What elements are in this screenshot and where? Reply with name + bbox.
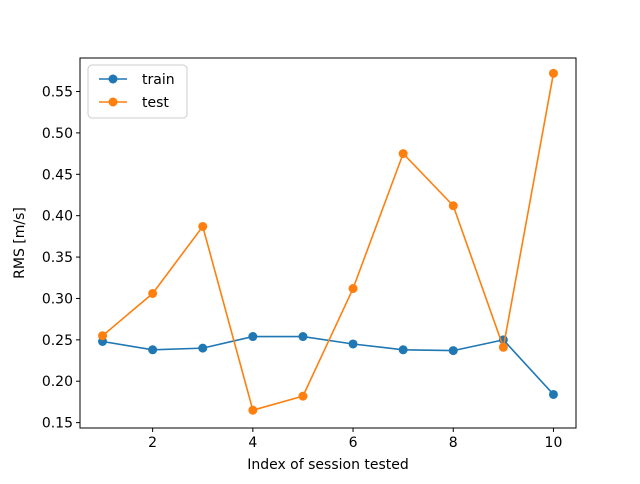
legend: train test [87, 64, 188, 119]
plot-layer [98, 68, 558, 415]
x-axis-ticks: 2 4 6 8 10 [148, 428, 562, 451]
y-tick-label: 0.35 [42, 250, 73, 266]
legend-marker-train [108, 74, 118, 84]
y-tick-label: 0.45 [42, 167, 73, 183]
data-point-test [98, 331, 108, 341]
legend-label-train: train [142, 72, 175, 88]
x-axis-label: Index of session tested [247, 457, 409, 473]
y-axis-ticks: 0.15 0.20 0.25 0.30 0.35 0.40 0.45 0.50 0.55 [42, 85, 80, 432]
data-point-train [448, 346, 458, 356]
x-tick-label: 10 [545, 435, 563, 451]
data-point-test [548, 68, 558, 78]
y-tick-label: 0.40 [42, 209, 73, 225]
series-line-test [102, 73, 555, 412]
x-tick-label: 8 [449, 435, 458, 451]
data-point-test [198, 221, 208, 231]
y-tick-label: 0.25 [42, 333, 73, 349]
x-tick-label: 2 [148, 435, 157, 451]
x-tick-label: 6 [349, 435, 358, 451]
legend-marker-test [108, 97, 118, 107]
data-point-test [348, 284, 358, 294]
plot-frame [79, 57, 577, 429]
series-line-train [102, 335, 555, 396]
y-tick-label: 0.55 [42, 85, 73, 101]
data-point-test [448, 201, 458, 211]
data-point-test [248, 405, 258, 415]
data-point-train [148, 345, 158, 355]
data-point-test [298, 391, 308, 401]
y-tick-label: 0.30 [42, 291, 73, 307]
data-point-train [548, 389, 558, 399]
y-axis-label: RMS [m/s] [12, 207, 28, 279]
y-tick-label: 0.50 [42, 126, 73, 142]
data-point-test [498, 342, 508, 352]
data-point-train [398, 345, 408, 355]
x-tick-label: 4 [248, 435, 257, 451]
data-point-train [198, 343, 208, 353]
data-point-train [298, 332, 308, 342]
data-point-test [398, 149, 408, 159]
data-point-test [148, 288, 158, 298]
data-point-train [348, 339, 358, 349]
legend-label-test: test [142, 95, 169, 111]
y-tick-label: 0.15 [42, 416, 73, 432]
y-tick-label: 0.20 [42, 374, 73, 390]
data-point-train [248, 332, 258, 342]
